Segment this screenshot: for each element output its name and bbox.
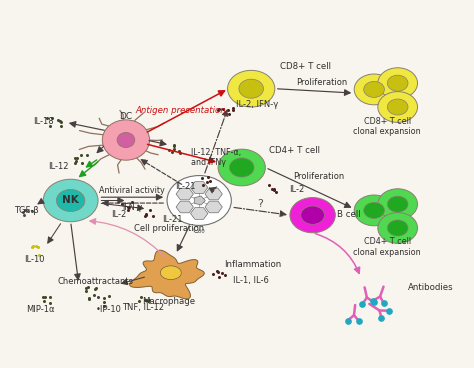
Polygon shape	[205, 201, 222, 213]
Ellipse shape	[102, 120, 150, 160]
Polygon shape	[194, 196, 205, 205]
Circle shape	[364, 202, 384, 218]
Text: CD8+ T cell
clonal expansion: CD8+ T cell clonal expansion	[354, 117, 421, 136]
Ellipse shape	[160, 266, 181, 280]
Polygon shape	[205, 188, 222, 200]
Text: DC: DC	[119, 112, 133, 121]
Text: IL-1, IL-6: IL-1, IL-6	[233, 276, 269, 284]
Circle shape	[354, 195, 394, 226]
Text: Chemoattractants: Chemoattractants	[57, 277, 133, 286]
Text: IL-12: IL-12	[48, 162, 68, 171]
Circle shape	[290, 198, 335, 233]
Text: IL-21: IL-21	[175, 183, 195, 191]
Circle shape	[387, 75, 408, 91]
Circle shape	[378, 68, 418, 99]
Circle shape	[218, 149, 265, 186]
Polygon shape	[191, 182, 208, 193]
Circle shape	[387, 99, 408, 115]
Circle shape	[301, 206, 324, 224]
Text: NK: NK	[62, 195, 79, 205]
Text: CD4+ T cell: CD4+ T cell	[269, 146, 320, 155]
Text: Antibodies: Antibodies	[408, 283, 454, 292]
Circle shape	[43, 179, 98, 222]
Text: B cell: B cell	[337, 209, 361, 219]
Text: IFN-γ: IFN-γ	[122, 203, 142, 212]
Text: IL-18: IL-18	[33, 117, 54, 126]
Text: IL-2: IL-2	[111, 209, 127, 219]
Polygon shape	[130, 250, 204, 299]
Circle shape	[228, 70, 275, 107]
Circle shape	[387, 196, 408, 212]
Circle shape	[364, 81, 384, 98]
Text: TGF-β: TGF-β	[14, 206, 39, 215]
Circle shape	[167, 176, 231, 226]
Text: MIP-1α: MIP-1α	[27, 305, 55, 314]
Text: IL-2, IFN-γ: IL-2, IFN-γ	[236, 100, 278, 109]
Text: Proliferation: Proliferation	[292, 172, 344, 181]
Text: C₆₀: C₆₀	[193, 226, 206, 236]
Circle shape	[354, 74, 394, 105]
Text: IL-10: IL-10	[25, 255, 45, 263]
Text: IL-21: IL-21	[162, 215, 183, 224]
Text: IL-2: IL-2	[289, 185, 304, 194]
Text: •IP-10: •IP-10	[96, 305, 121, 314]
Circle shape	[56, 190, 85, 212]
Text: Proliferation: Proliferation	[296, 78, 348, 86]
Text: Macrophage: Macrophage	[142, 297, 195, 306]
Text: ?: ?	[257, 199, 263, 209]
Text: IL-12, TNF-α,
and IFNγ: IL-12, TNF-α, and IFNγ	[191, 148, 241, 167]
Ellipse shape	[117, 132, 135, 148]
Polygon shape	[191, 208, 208, 219]
Text: TNF, IL-12: TNF, IL-12	[122, 303, 164, 312]
Circle shape	[378, 92, 418, 123]
Circle shape	[239, 79, 264, 98]
Text: Inflammation: Inflammation	[224, 260, 281, 269]
Text: Cell proliferation: Cell proliferation	[134, 224, 204, 233]
Polygon shape	[176, 188, 193, 200]
Circle shape	[229, 158, 254, 177]
Text: Antiviral activity: Antiviral activity	[99, 186, 165, 195]
Text: Antigen presentation: Antigen presentation	[136, 106, 227, 115]
Polygon shape	[176, 201, 193, 213]
Circle shape	[387, 220, 408, 236]
Circle shape	[378, 189, 418, 220]
Text: CD8+ T cell: CD8+ T cell	[280, 62, 330, 71]
Circle shape	[378, 213, 418, 243]
Text: CD4+ T cell
clonal expansion: CD4+ T cell clonal expansion	[354, 237, 421, 257]
